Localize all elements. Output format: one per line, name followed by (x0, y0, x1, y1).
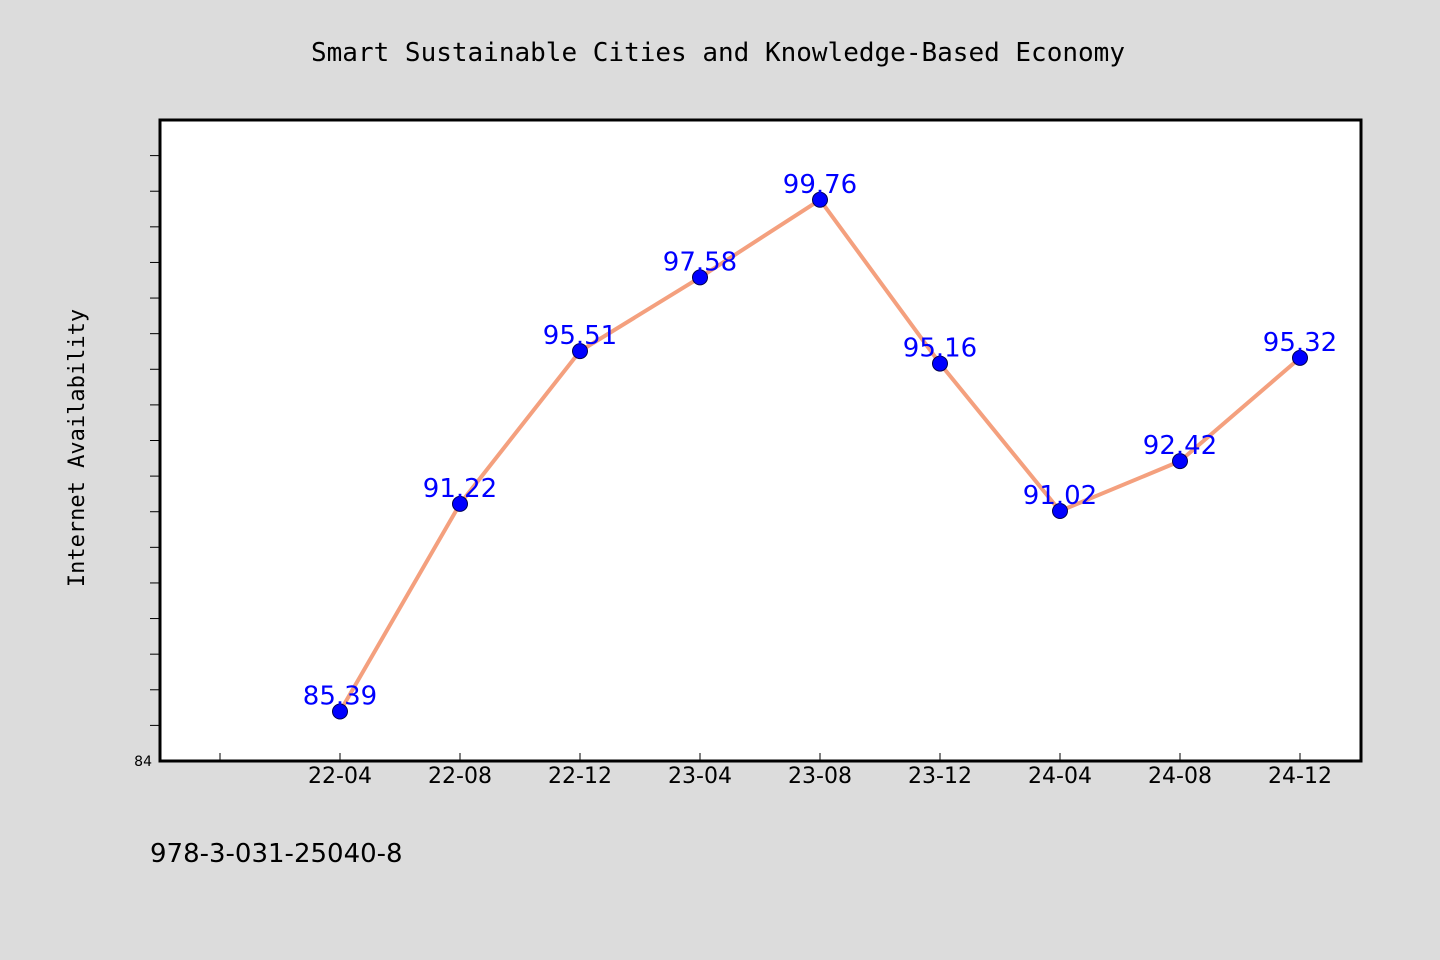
data-point-marker (452, 495, 468, 512)
data-label: 95.16 (903, 334, 977, 364)
data-point-marker (812, 191, 828, 208)
data-point-marker (692, 269, 708, 286)
data-point-marker (332, 703, 348, 720)
data-label: 97.58 (663, 247, 737, 277)
x-tick-label: 23-08 (788, 764, 852, 789)
x-tick-label: 22-12 (548, 764, 612, 789)
y-axis-ticks: 84 (134, 155, 160, 770)
plot-area (158, 118, 1363, 763)
x-tick-label: 22-08 (428, 764, 492, 789)
data-point-marker (1172, 453, 1188, 470)
data-label: 85.39 (303, 682, 377, 712)
isbn-footer: 978-3-031-25040-8 (150, 839, 403, 869)
x-tick-label: 22-04 (308, 764, 372, 789)
data-label: 95.32 (1263, 328, 1337, 358)
data-label: 91.22 (423, 474, 497, 504)
data-label: 99.76 (783, 170, 857, 200)
data-point-marker (1052, 503, 1068, 520)
data-point-marker (572, 343, 588, 360)
x-tick-label: 24-08 (1148, 764, 1212, 789)
data-point-marker (932, 355, 948, 372)
x-tick-label: 23-04 (668, 764, 732, 789)
data-label: 92.42 (1143, 431, 1217, 461)
chart-title: Smart Sustainable Cities and Knowledge-B… (311, 38, 1125, 68)
data-labels: 85.39 91.22 95.51 97.58 99.76 95.16 91.02 92.42… (303, 170, 1337, 712)
data-label: 95.51 (543, 321, 617, 351)
x-axis-ticks: 22-04 22-08 22-12 23-04 23-08 23-12 24-04 24-08… (219, 753, 1332, 789)
y-axis-label: Internet Availability (65, 309, 90, 587)
y-tick-label: 84 (134, 754, 152, 770)
data-point-marker (1292, 349, 1308, 366)
x-tick-label: 23-12 (908, 764, 972, 789)
x-tick-label: 24-12 (1268, 764, 1332, 789)
series-markers (332, 191, 1308, 720)
x-tick-label: 24-04 (1028, 764, 1092, 789)
data-label: 91.02 (1023, 481, 1097, 511)
